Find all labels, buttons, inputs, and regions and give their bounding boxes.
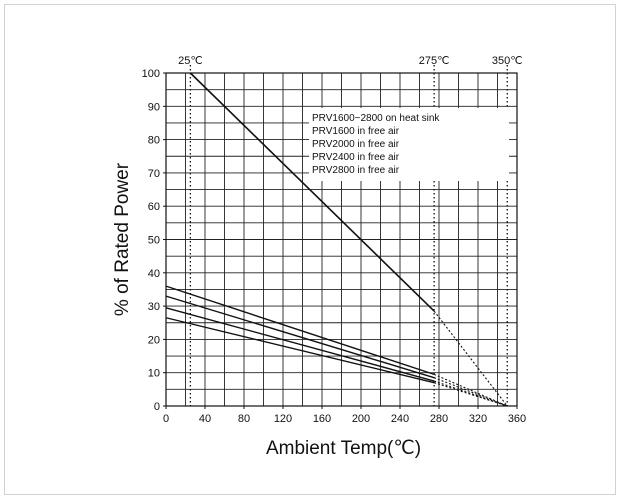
series-lines: [165, 72, 508, 407]
top-temp-label: 25℃: [178, 55, 203, 67]
y-tick-label: 20: [148, 334, 160, 346]
y-axis-ticks: 0 10 20 30 40 50 60 70 80 90 100: [142, 68, 166, 413]
y-tick-label: 80: [148, 135, 160, 147]
legend-entry: PRV2800 in free air: [312, 165, 400, 176]
x-tick-label: 280: [430, 413, 448, 425]
y-tick-label: 100: [142, 68, 160, 80]
x-tick-label: 80: [238, 413, 250, 425]
top-temperature-labels: 25℃ 275℃ 350℃: [178, 55, 523, 67]
series-line: [165, 307, 435, 382]
series-extrapolation: [433, 373, 508, 407]
chart-frame: [4, 4, 616, 495]
series-line: [189, 72, 435, 312]
y-tick-label: 0: [154, 401, 160, 413]
x-axis-ticks: 0 40 80 120 160 200 240 280 320 360: [163, 406, 526, 425]
series-extrapolation: [433, 310, 508, 407]
legend-entry: PRV1600~2800 on heat sink: [312, 113, 440, 124]
series-line: [165, 295, 435, 379]
series-extrapolation: [433, 382, 508, 407]
y-tick-label: 60: [148, 201, 160, 213]
legend-entry: PRV2000 in free air: [312, 139, 400, 150]
series-line: [165, 285, 435, 376]
y-tick-label: 40: [148, 268, 160, 280]
y-tick-label: 30: [148, 301, 160, 313]
series-line: [165, 317, 435, 384]
top-temp-label: 350℃: [492, 55, 523, 67]
legend-entry: PRV2400 in free air: [312, 152, 400, 163]
x-tick-label: 160: [313, 413, 331, 425]
y-axis-label: % of Rated Power: [112, 162, 133, 316]
x-tick-label: 200: [352, 413, 370, 425]
y-tick-label: 90: [148, 101, 160, 113]
x-axis-label: Ambient Temp(℃): [266, 438, 421, 459]
top-temp-label: 275℃: [419, 55, 450, 67]
legend-box: [309, 108, 509, 181]
y-tick-label: 10: [148, 368, 160, 380]
y-tick-label: 50: [148, 235, 160, 247]
x-tick-label: 120: [274, 413, 292, 425]
y-tick-label: 70: [148, 168, 160, 180]
x-tick-label: 320: [469, 413, 487, 425]
legend: PRV1600~2800 on heat sink PRV1600 in free…: [309, 108, 509, 181]
x-tick-label: 0: [163, 413, 169, 425]
x-tick-label: 360: [508, 413, 526, 425]
x-tick-label: 240: [391, 413, 409, 425]
series-extrapolation: [433, 380, 508, 407]
legend-entry: PRV1600 in free air: [312, 126, 400, 137]
x-tick-label: 40: [199, 413, 211, 425]
